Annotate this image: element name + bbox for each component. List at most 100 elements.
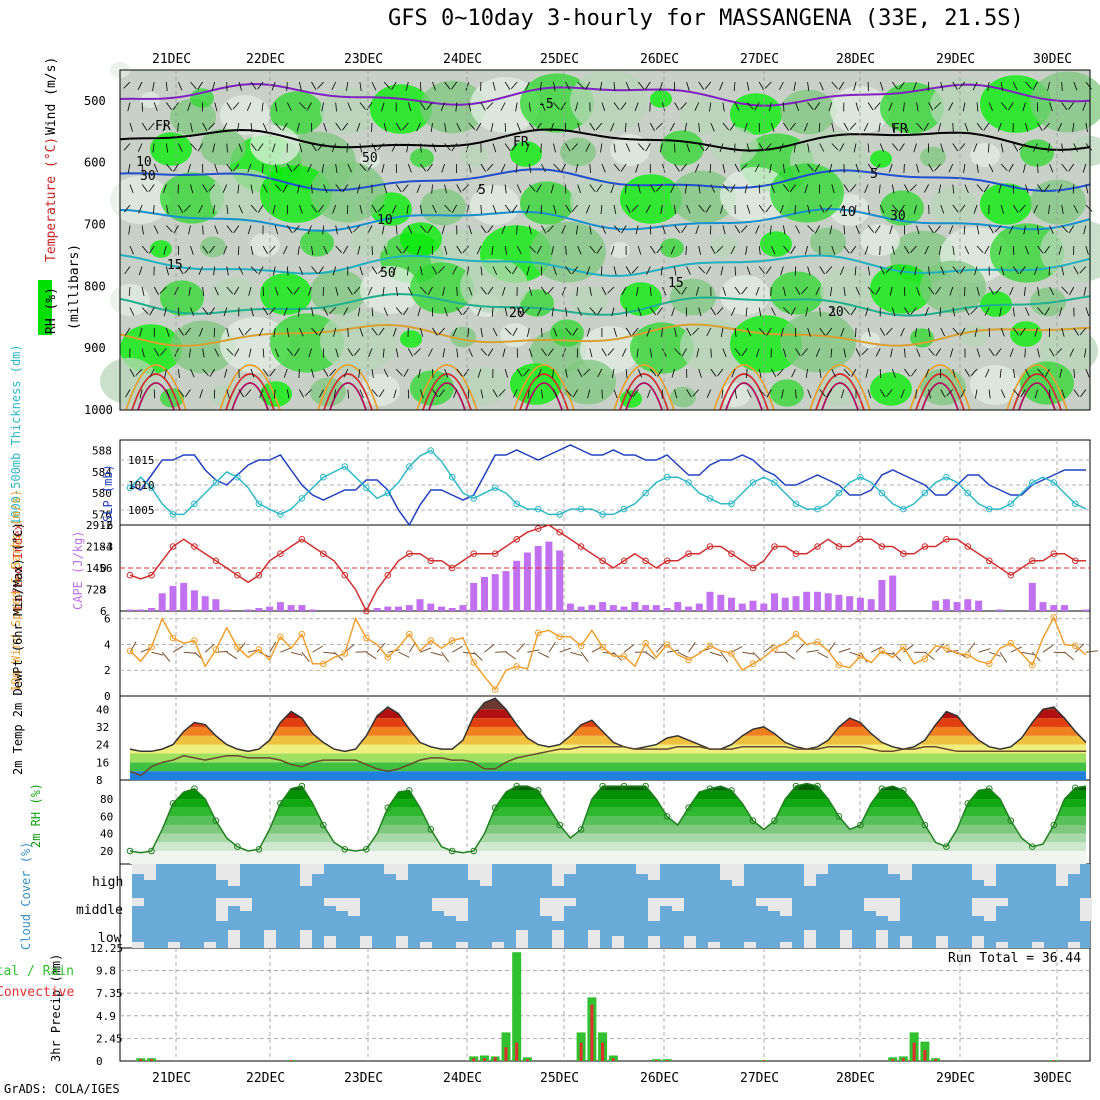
surface-wind-barb xyxy=(172,645,184,653)
wind-barb xyxy=(952,307,956,317)
cape-bar xyxy=(685,606,693,611)
wind-barb xyxy=(571,266,579,274)
lifted-index-line-marker xyxy=(169,543,177,550)
wind-barb xyxy=(649,286,652,297)
date-label-bottom: 25DEC xyxy=(540,1071,579,1086)
rh-line-marker xyxy=(384,804,392,812)
wind-barb xyxy=(153,204,155,215)
wind-barb xyxy=(480,327,483,337)
wind-barb xyxy=(353,225,361,233)
wind-barb xyxy=(1079,327,1087,336)
wind-barb xyxy=(891,122,894,132)
wind-barb xyxy=(686,327,692,337)
wind-barb xyxy=(492,143,497,153)
wind-barb xyxy=(631,204,639,212)
surface-wind-barb xyxy=(688,642,696,653)
wind-barb xyxy=(208,245,216,254)
thickness-line-marker xyxy=(599,511,606,518)
wind-barb xyxy=(988,348,995,357)
rh-shading xyxy=(570,69,648,133)
wind-barb xyxy=(647,389,651,399)
wind-barb xyxy=(418,368,421,378)
cape-bar xyxy=(405,605,413,611)
wind-barb xyxy=(238,327,244,336)
wind-barb xyxy=(625,368,628,379)
wind-speed-line-marker xyxy=(448,637,456,644)
wind-barb xyxy=(395,307,403,315)
wind-barb xyxy=(637,368,643,378)
wind-barb xyxy=(709,102,712,112)
wind-barb xyxy=(214,286,219,296)
wind-barb xyxy=(964,122,969,132)
wind-barb xyxy=(659,81,663,91)
wind-barb xyxy=(164,368,167,378)
wind-barb xyxy=(371,266,378,275)
wind-barb xyxy=(381,163,385,173)
wind-barb xyxy=(476,184,482,193)
wind-barb xyxy=(335,348,339,358)
wind-barb xyxy=(420,143,422,153)
thickness-line-marker xyxy=(534,505,542,513)
wind-barb xyxy=(335,225,338,235)
wind-barb xyxy=(818,122,821,133)
wind-barb xyxy=(298,307,300,317)
wind-barb xyxy=(226,225,233,233)
wind-barb xyxy=(501,163,506,173)
wind-barb xyxy=(510,81,518,90)
wind-barb xyxy=(178,389,185,397)
wind-barb xyxy=(780,327,784,337)
rh-band xyxy=(130,851,1086,864)
wind-barb xyxy=(357,307,361,317)
wind-speed-line-marker xyxy=(986,660,993,668)
wind-barb xyxy=(451,81,458,90)
wind-barb xyxy=(238,143,243,153)
pressure-tick: 700 xyxy=(84,218,106,232)
wind-barb xyxy=(367,286,373,296)
wind-barb xyxy=(198,204,203,214)
wind-barb xyxy=(976,286,980,296)
wind-barb xyxy=(547,286,554,295)
cloud-gap-high xyxy=(888,864,900,874)
wind-barb xyxy=(202,245,209,254)
surface-wind-barb xyxy=(591,645,603,653)
cape-bar xyxy=(996,609,1004,611)
wind-barb xyxy=(770,184,775,194)
wind-barb xyxy=(765,204,772,213)
wind-barb xyxy=(864,245,869,255)
rh-tick: 20 xyxy=(100,845,113,858)
cape-bar xyxy=(642,605,650,611)
wind-barb xyxy=(323,245,328,255)
wind-barb xyxy=(637,184,641,194)
thickness-line-marker xyxy=(513,500,521,508)
wind-barb xyxy=(649,225,652,235)
wind-barb xyxy=(1037,348,1040,358)
wind-barb xyxy=(746,81,750,91)
wind-barb xyxy=(709,163,712,174)
wind-barb xyxy=(407,266,409,276)
wind-barb xyxy=(985,368,990,378)
wind-barb xyxy=(395,286,398,296)
wind-barb xyxy=(405,81,409,91)
rh-line-marker xyxy=(234,843,241,851)
rh-shading xyxy=(680,96,728,136)
wind-barb xyxy=(758,184,761,194)
wind-barb xyxy=(393,389,397,399)
wind-barb xyxy=(781,389,784,399)
isotherm-loop xyxy=(525,382,563,411)
rh-shading xyxy=(880,190,924,226)
wind-barb xyxy=(491,184,494,194)
rh-shading xyxy=(1070,135,1100,167)
cloud-gap-low xyxy=(1068,942,1080,948)
wind-barb xyxy=(453,389,458,399)
rh-shading xyxy=(500,323,530,347)
wind-barb xyxy=(190,184,194,194)
rh-line-marker xyxy=(320,821,327,829)
wind-barb xyxy=(202,307,209,315)
wind-barb xyxy=(790,307,796,316)
wind-barb xyxy=(916,348,921,357)
cloud-gap-high xyxy=(552,864,564,886)
wind-barb xyxy=(698,81,705,90)
wind-barb xyxy=(928,389,931,399)
wind-barb xyxy=(553,389,558,398)
wind-barb xyxy=(202,225,204,235)
